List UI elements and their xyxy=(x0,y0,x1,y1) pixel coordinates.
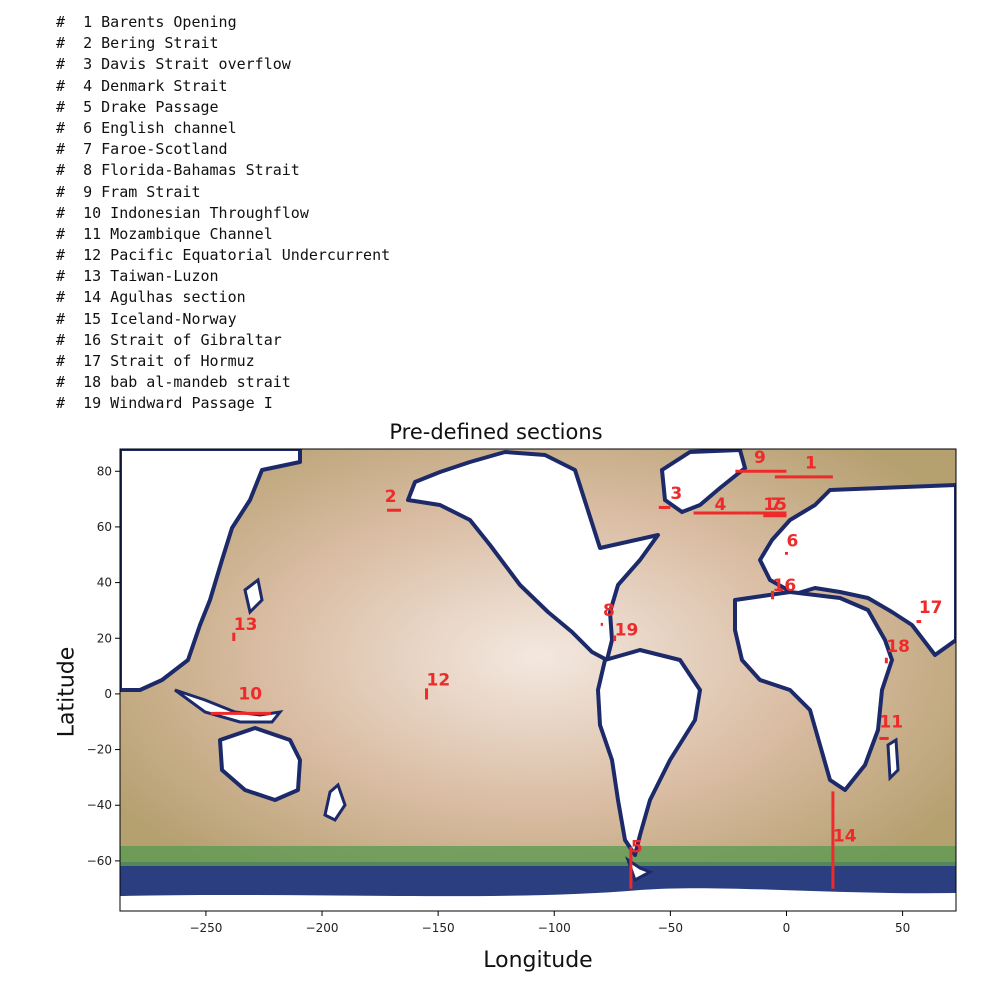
x-tick-label: −100 xyxy=(538,921,571,935)
section-list-item: # 8 Florida-Bahamas Strait xyxy=(56,161,300,180)
map-title: Pre-defined sections xyxy=(389,420,603,444)
x-tick-label: −200 xyxy=(306,921,339,935)
section-list-item: # 4 Denmark Strait xyxy=(56,76,228,95)
section-list-item: # 5 Drake Passage xyxy=(56,97,219,116)
section-label-2: 2 xyxy=(385,487,397,507)
y-tick-label: 60 xyxy=(97,520,112,534)
section-list-item: # 9 Fram Strait xyxy=(56,182,201,201)
axis-ticks: −250 −200 −150 −100 −50 0 50 80 60 40 20 0 −20 −40 −60 xyxy=(87,464,911,935)
x-tick-label: −250 xyxy=(189,921,222,935)
section-list-item: # 10 Indonesian Throughflow xyxy=(56,203,309,222)
section-label-15: 15 xyxy=(763,495,787,515)
north-america-landmass xyxy=(406,450,660,662)
section-label-4: 4 xyxy=(714,495,726,515)
section-list-item: # 1 Barents Opening xyxy=(56,13,237,31)
section-list-item: # 19 Windward Passage I xyxy=(56,394,273,413)
y-tick-label: 40 xyxy=(97,576,112,590)
eurasia-landmass xyxy=(758,483,956,657)
section-label-7: 7 xyxy=(770,495,782,515)
africa-landmass xyxy=(733,590,894,792)
section-label-11: 11 xyxy=(879,712,903,732)
section-label-14: 14 xyxy=(833,826,857,846)
section-label-3: 3 xyxy=(670,484,682,504)
section-label-1: 1 xyxy=(805,453,817,473)
section-list-item: # 12 Pacific Equatorial Undercurrent xyxy=(56,246,391,265)
y-tick-label: 20 xyxy=(97,631,112,645)
section-label-16: 16 xyxy=(773,576,797,596)
section-label-18: 18 xyxy=(886,637,910,657)
section-list-item: # 17 Strait of Hormuz xyxy=(56,352,255,370)
section-list: # 1 Barents Opening # 2 Bering Strait # 3 … xyxy=(56,12,390,415)
section-list-item: # 18 bab al-mandeb strait xyxy=(56,373,291,392)
y-tick-label: 80 xyxy=(97,464,112,478)
section-list-item: # 2 Bering Strait xyxy=(56,34,219,53)
section-label-19: 19 xyxy=(615,620,639,640)
map-background xyxy=(120,449,956,911)
section-list-item: # 11 Mozambique Channel xyxy=(56,224,273,243)
asia-landmass xyxy=(120,449,302,692)
x-axis-label: Longitude xyxy=(483,948,593,973)
x-tick-label: 50 xyxy=(895,921,910,935)
section-label-17: 17 xyxy=(919,598,943,618)
section-list-item: # 6 English channel xyxy=(56,118,237,137)
section-label-6: 6 xyxy=(786,531,798,551)
section-list-item: # 14 Agulhas section xyxy=(56,288,246,307)
south-america-landmass xyxy=(596,648,702,857)
section-list-item: # 15 Iceland-Norway xyxy=(56,309,237,328)
section-label-8: 8 xyxy=(603,601,615,621)
section-label-13: 13 xyxy=(234,615,258,635)
plot-frame xyxy=(119,448,957,912)
x-tick-label: −50 xyxy=(658,921,683,935)
section-label-9: 9 xyxy=(754,448,766,468)
y-tick-label: 0 xyxy=(104,687,112,701)
greenland-landmass xyxy=(659,449,748,515)
x-tick-label: 0 xyxy=(783,921,791,935)
y-tick-label: −60 xyxy=(87,854,112,868)
section-label-10: 10 xyxy=(238,684,262,704)
section-list-item: # 16 Strait of Gibraltar xyxy=(56,330,282,349)
x-tick-label: −150 xyxy=(422,921,455,935)
section-label-12: 12 xyxy=(427,671,451,691)
section-label-5: 5 xyxy=(631,838,643,858)
y-tick-label: −40 xyxy=(87,798,112,812)
australia-landmass xyxy=(218,726,302,802)
y-tick-label: −20 xyxy=(87,743,112,757)
section-list-item: # 7 Faroe-Scotland xyxy=(56,140,228,159)
section-list-item: # 13 Taiwan-Luzon xyxy=(56,267,219,286)
section-list-item: # 3 Davis Strait overflow xyxy=(56,55,291,74)
